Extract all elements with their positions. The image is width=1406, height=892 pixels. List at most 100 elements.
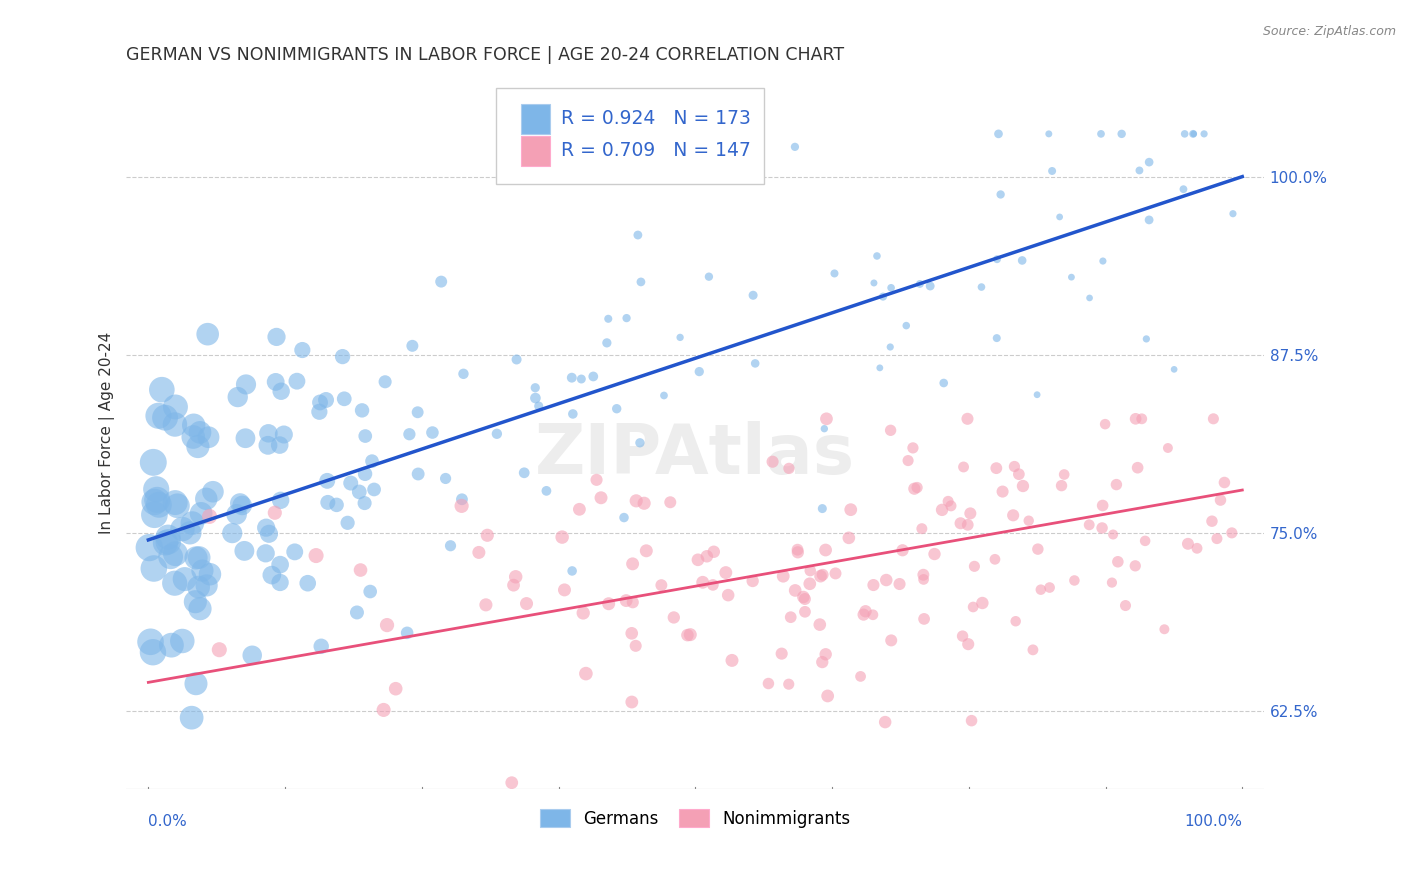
Point: [257, 526, 280, 541]
Point: [1107, 555, 1129, 569]
Point: [879, 340, 901, 354]
Point: [1004, 614, 1026, 628]
Point: [912, 573, 935, 587]
Point: [150, 383, 173, 397]
Point: [373, 703, 395, 717]
Point: [814, 648, 837, 662]
Point: [361, 454, 384, 468]
Point: [1040, 164, 1063, 178]
Point: [148, 409, 170, 423]
Point: [1173, 182, 1195, 196]
Point: [138, 541, 160, 555]
Text: R = 0.709   N = 147: R = 0.709 N = 147: [561, 141, 751, 160]
Point: [568, 502, 591, 516]
Point: [628, 435, 651, 450]
Bar: [522, 136, 550, 166]
Point: [198, 567, 221, 582]
Point: [810, 569, 832, 583]
Point: [260, 568, 283, 582]
Point: [686, 553, 709, 567]
Point: [308, 405, 330, 419]
Point: [195, 578, 218, 592]
Point: [1174, 127, 1197, 141]
Point: [1049, 210, 1071, 224]
Point: [721, 653, 744, 667]
Point: [142, 455, 165, 469]
Point: [349, 563, 371, 577]
Point: [1002, 459, 1025, 474]
Point: [1078, 291, 1101, 305]
Point: [652, 388, 675, 402]
Point: [187, 580, 209, 594]
Point: [396, 625, 419, 640]
Point: [799, 576, 821, 591]
Point: [621, 557, 644, 571]
Point: [1135, 332, 1157, 346]
Point: [349, 484, 371, 499]
Point: [148, 498, 170, 512]
Point: [1011, 253, 1033, 268]
Point: [157, 534, 180, 549]
Point: [235, 377, 257, 392]
Point: [1078, 517, 1101, 532]
Point: [1105, 477, 1128, 491]
Point: [180, 711, 202, 725]
Point: [688, 365, 710, 379]
Point: [316, 474, 339, 488]
Point: [1111, 127, 1133, 141]
Point: [786, 545, 808, 559]
Point: [817, 689, 839, 703]
Point: [889, 577, 911, 591]
Point: [240, 648, 263, 663]
Point: [912, 567, 935, 582]
Point: [852, 607, 875, 622]
Point: [1026, 388, 1049, 402]
Point: [991, 484, 1014, 499]
Point: [924, 547, 946, 561]
Point: [912, 612, 935, 626]
Point: [143, 495, 166, 509]
Point: [374, 375, 396, 389]
Point: [485, 426, 508, 441]
Point: [1209, 493, 1232, 508]
Point: [561, 564, 583, 578]
Point: [598, 597, 620, 611]
Point: [226, 390, 249, 404]
Point: [527, 399, 550, 413]
Point: [536, 483, 558, 498]
Point: [779, 610, 801, 624]
Point: [866, 249, 889, 263]
Point: [354, 429, 377, 443]
Point: [986, 252, 1008, 267]
Point: [159, 549, 181, 564]
Text: GERMAN VS NONIMMIGRANTS IN LABOR FORCE | AGE 20-24 CORRELATION CHART: GERMAN VS NONIMMIGRANTS IN LABOR FORCE |…: [127, 46, 845, 64]
Point: [901, 441, 924, 455]
Point: [333, 392, 356, 406]
Point: [1012, 479, 1035, 493]
Point: [269, 438, 291, 452]
Point: [291, 343, 314, 357]
Point: [145, 482, 167, 496]
Point: [1128, 163, 1150, 178]
Text: ZIPAtlas: ZIPAtlas: [536, 421, 855, 488]
Point: [1018, 514, 1040, 528]
Point: [375, 618, 398, 632]
Bar: [522, 104, 550, 134]
Point: [233, 544, 256, 558]
Point: [183, 418, 205, 433]
Point: [231, 499, 253, 513]
Point: [908, 277, 931, 291]
Point: [1192, 127, 1215, 141]
Point: [911, 522, 934, 536]
Point: [1008, 467, 1031, 482]
Point: [285, 374, 308, 388]
Point: [1039, 581, 1062, 595]
Point: [633, 496, 655, 510]
Point: [620, 695, 643, 709]
Point: [551, 530, 574, 544]
Point: [363, 483, 385, 497]
Point: [630, 275, 652, 289]
Point: [772, 569, 794, 583]
Point: [794, 605, 817, 619]
Point: [714, 566, 737, 580]
